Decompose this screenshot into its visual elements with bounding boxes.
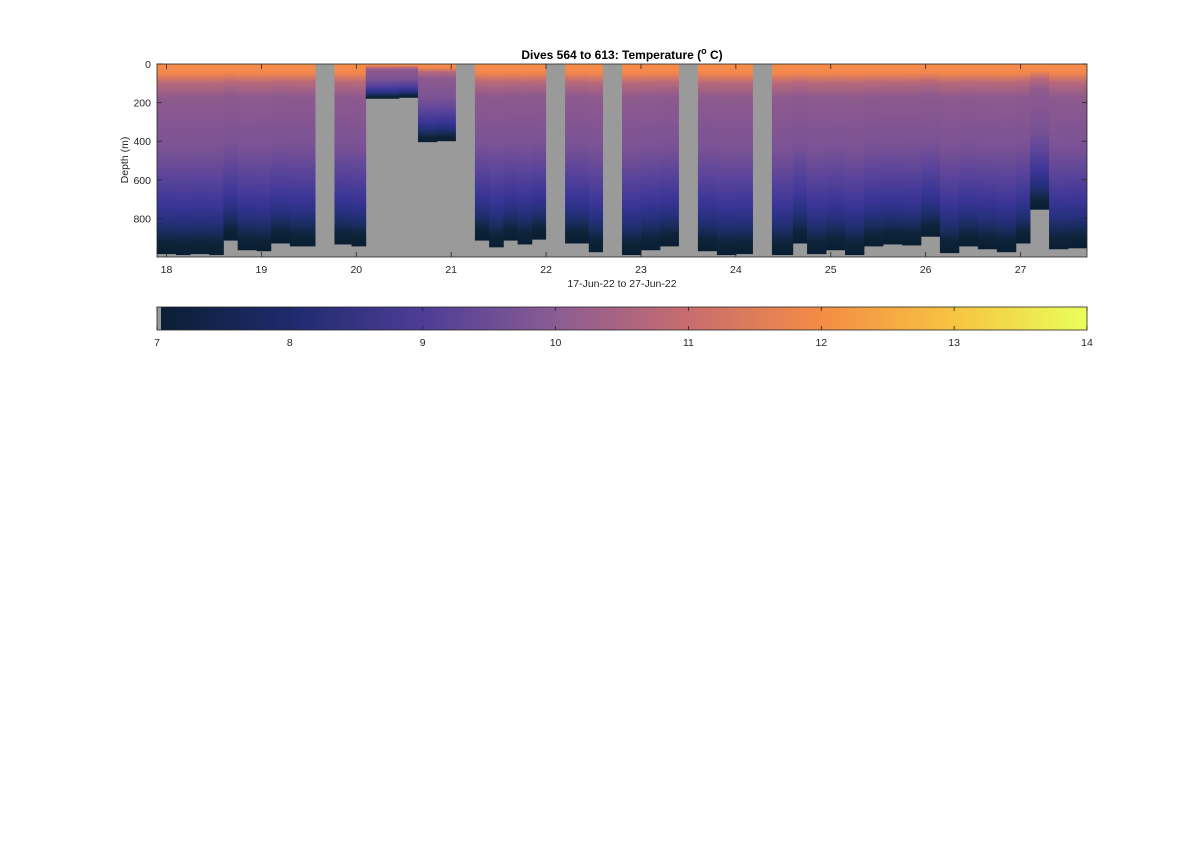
dive-profile xyxy=(398,64,419,98)
dive-profile xyxy=(939,64,960,254)
colorbar-tick-label: 7 xyxy=(154,337,160,349)
dive-profile xyxy=(270,64,291,244)
dive-profile xyxy=(996,64,1017,253)
dive-profile xyxy=(157,64,177,255)
plot-area xyxy=(157,64,1087,257)
colorbar-tick-label: 10 xyxy=(550,337,562,349)
y-tick-label: 600 xyxy=(133,175,151,187)
x-axis: 18 19 20 21 22 23 24 25 26 27 xyxy=(161,64,1027,276)
dive-profile xyxy=(209,64,224,256)
x-tick-label: 19 xyxy=(256,264,268,276)
missing-profile xyxy=(455,64,475,257)
dive-profile xyxy=(735,64,754,255)
colorbar-tick-label: 8 xyxy=(287,337,293,349)
y-axis-label: Depth (m) xyxy=(119,137,131,184)
dive-profile xyxy=(256,64,272,252)
y-tick-label: 400 xyxy=(133,136,151,148)
dive-profile xyxy=(920,64,941,237)
dive-profile xyxy=(334,64,352,245)
dive-profile xyxy=(901,64,922,246)
dive-profile xyxy=(175,64,191,256)
dive-profile xyxy=(436,64,457,142)
y-tick-label: 200 xyxy=(133,98,151,110)
dive-profile xyxy=(223,64,239,241)
missing-profile xyxy=(678,64,698,257)
y-tick-label: 800 xyxy=(133,213,151,225)
x-tick-label: 23 xyxy=(635,264,647,276)
dive-profile xyxy=(565,64,590,244)
colorbar-tick-label: 13 xyxy=(948,337,960,349)
dive-profile xyxy=(882,64,903,245)
dive-profile xyxy=(659,64,680,247)
dive-profile xyxy=(351,64,367,247)
colorbar-missing-swatch xyxy=(157,307,161,330)
dive-profile xyxy=(1049,64,1069,250)
colorbar-tick-label: 14 xyxy=(1081,337,1093,349)
colorbar-frame xyxy=(156,306,1088,331)
colorbar-tick-label: 9 xyxy=(420,337,426,349)
dive-profile xyxy=(417,64,438,143)
chart-title: Dives 564 to 613: Temperature (o C) xyxy=(521,46,722,62)
colorbar-tick-label: 11 xyxy=(683,337,694,349)
dive-profile xyxy=(771,64,794,256)
dive-profile xyxy=(365,64,400,99)
colorbar xyxy=(157,307,1087,330)
dive-profile xyxy=(807,64,827,255)
missing-profile xyxy=(546,64,566,257)
missing-profile xyxy=(752,64,772,257)
dive-profile xyxy=(304,64,316,247)
dive-profile xyxy=(1015,64,1031,244)
dive-profile xyxy=(190,64,210,255)
dive-profile xyxy=(792,64,808,244)
dive-profile xyxy=(697,64,718,252)
dive-profile xyxy=(863,64,884,247)
dive-profile xyxy=(1068,64,1087,249)
dive-profile xyxy=(237,64,258,251)
x-tick-label: 25 xyxy=(825,264,837,276)
dive-profile xyxy=(1030,64,1050,210)
x-tick-label: 22 xyxy=(540,264,552,276)
dive-profile xyxy=(826,64,846,251)
colorbar-axis: 7 8 9 10 11 12 13 14 xyxy=(154,307,1093,349)
title-superscript: o xyxy=(701,46,707,56)
x-tick-label: 24 xyxy=(730,264,742,276)
dive-profile xyxy=(958,64,979,247)
missing-profile xyxy=(603,64,622,257)
dive-profile xyxy=(845,64,865,256)
missing-profile xyxy=(315,64,335,257)
y-tick-label: 0 xyxy=(145,59,151,71)
dive-profile xyxy=(588,64,604,253)
dive-profile xyxy=(716,64,737,256)
dive-profile xyxy=(289,64,305,247)
dive-profile xyxy=(474,64,490,241)
x-tick-label: 27 xyxy=(1015,264,1027,276)
dive-profile xyxy=(622,64,642,256)
x-tick-label: 21 xyxy=(445,264,457,276)
dive-profile xyxy=(531,64,547,240)
dive-profile xyxy=(977,64,998,250)
x-tick-label: 18 xyxy=(161,264,173,276)
dive-profile xyxy=(503,64,519,241)
x-tick-label: 26 xyxy=(920,264,932,276)
dive-profile xyxy=(640,64,661,251)
x-tick-label: 20 xyxy=(350,264,362,276)
colorbar-tick-label: 12 xyxy=(815,337,827,349)
x-axis-label: 17-Jun-22 to 27-Jun-22 xyxy=(567,278,676,290)
dive-profile xyxy=(489,64,504,248)
dive-profile xyxy=(517,64,533,245)
y-axis: 0 200 400 600 800 xyxy=(133,59,1087,225)
plot-frame xyxy=(156,63,1088,258)
